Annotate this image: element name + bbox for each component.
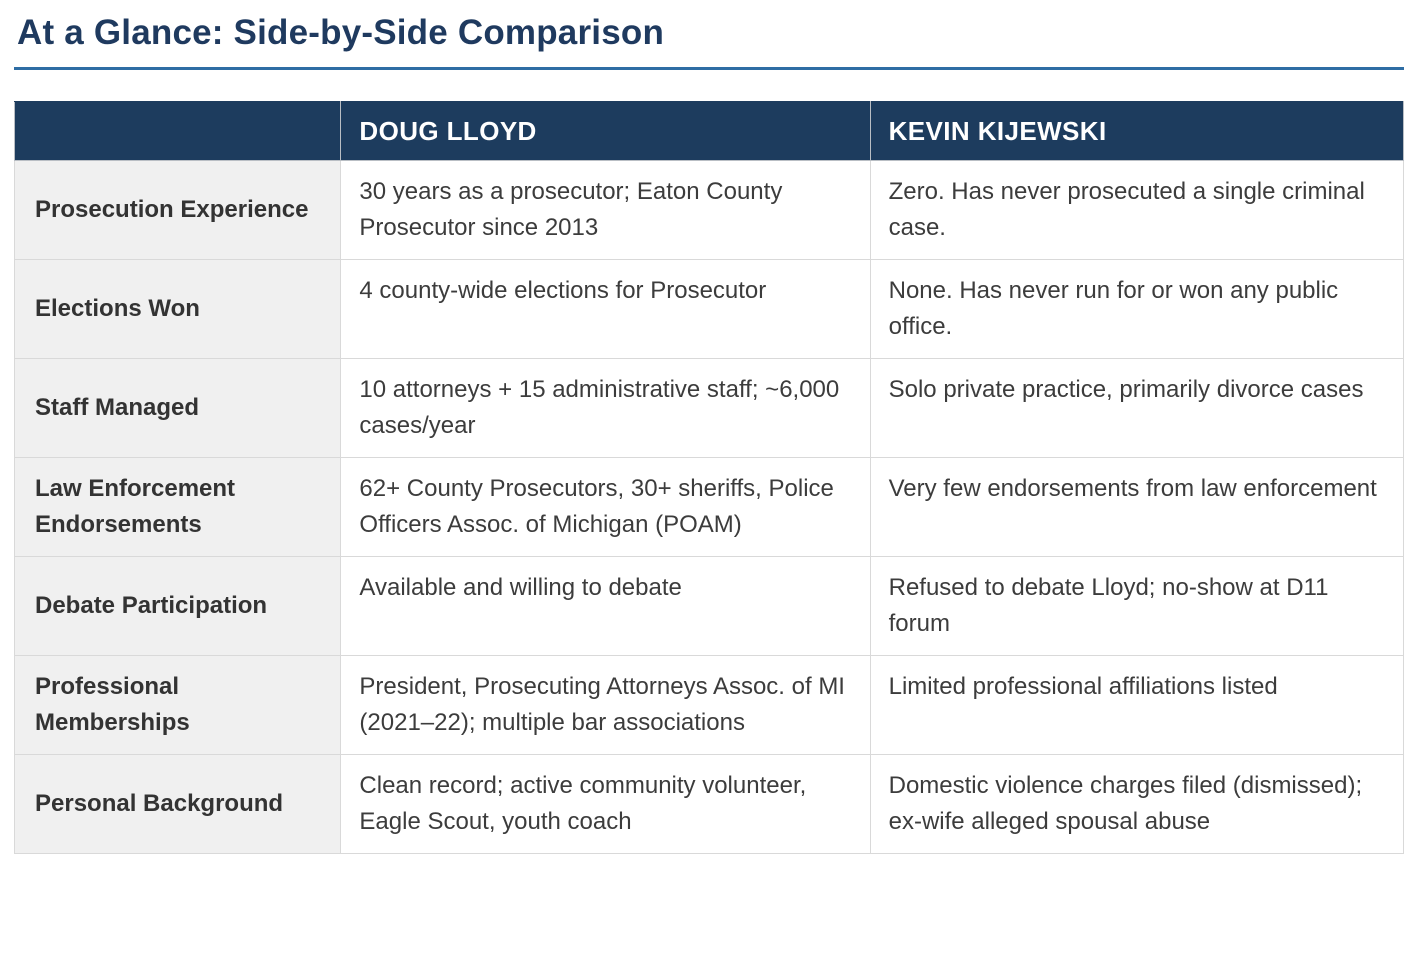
row-label-cell: Professional Memberships: [13, 654, 342, 755]
column-header-empty: [13, 100, 342, 161]
doug-value-cell: 30 years as a prosecutor; Eaton County P…: [340, 159, 871, 260]
doug-value-cell: 4 county-wide elections for Prosecutor: [340, 258, 871, 359]
table-row-staff-managed: Staff Managed 10 attorneys + 15 administ…: [13, 357, 1405, 458]
row-label-cell: Prosecution Experience: [13, 159, 342, 260]
table-header-row: DOUG LLOYD KEVIN KIJEWSKI: [13, 100, 1405, 161]
kevin-value-cell: Domestic violence charges filed (dismiss…: [869, 753, 1405, 854]
kevin-value-cell: Zero. Has never prosecuted a single crim…: [869, 159, 1405, 260]
doug-value-cell: President, Prosecuting Attorneys Assoc. …: [340, 654, 871, 755]
row-label-cell: Elections Won: [13, 258, 342, 359]
table-row-professional-memberships: Professional Memberships President, Pros…: [13, 654, 1405, 755]
table-row-elections-won: Elections Won 4 county-wide elections fo…: [13, 258, 1405, 359]
kevin-value-cell: Limited professional affiliations listed: [869, 654, 1405, 755]
table-row-prosecution-experience: Prosecution Experience 30 years as a pro…: [13, 159, 1405, 260]
kevin-value-cell: Solo private practice, primarily divorce…: [869, 357, 1405, 458]
table-row-law-enforcement-endorsements: Law Enforcement Endorsements 62+ County …: [13, 456, 1405, 557]
row-label-cell: Debate Participation: [13, 555, 342, 656]
row-label-cell: Personal Background: [13, 753, 342, 854]
doug-value-cell: Available and willing to debate: [340, 555, 871, 656]
comparison-table: DOUG LLOYD KEVIN KIJEWSKI Prosecution Ex…: [13, 100, 1405, 854]
page-title: At a Glance: Side-by-Side Comparison: [14, 12, 1404, 70]
row-label-cell: Law Enforcement Endorsements: [13, 456, 342, 557]
kevin-value-cell: None. Has never run for or won any publi…: [869, 258, 1405, 359]
table-row-debate-participation: Debate Participation Available and willi…: [13, 555, 1405, 656]
column-header-doug-lloyd: DOUG LLOYD: [340, 100, 871, 161]
kevin-value-cell: Refused to debate Lloyd; no-show at D11 …: [869, 555, 1405, 656]
kevin-value-cell: Very few endorsements from law enforceme…: [869, 456, 1405, 557]
table-row-personal-background: Personal Background Clean record; active…: [13, 753, 1405, 854]
doug-value-cell: 62+ County Prosecutors, 30+ sheriffs, Po…: [340, 456, 871, 557]
row-label-cell: Staff Managed: [13, 357, 342, 458]
doug-value-cell: Clean record; active community volunteer…: [340, 753, 871, 854]
doug-value-cell: 10 attorneys + 15 administrative staff; …: [340, 357, 871, 458]
column-header-kevin-kijewski: KEVIN KIJEWSKI: [869, 100, 1405, 161]
